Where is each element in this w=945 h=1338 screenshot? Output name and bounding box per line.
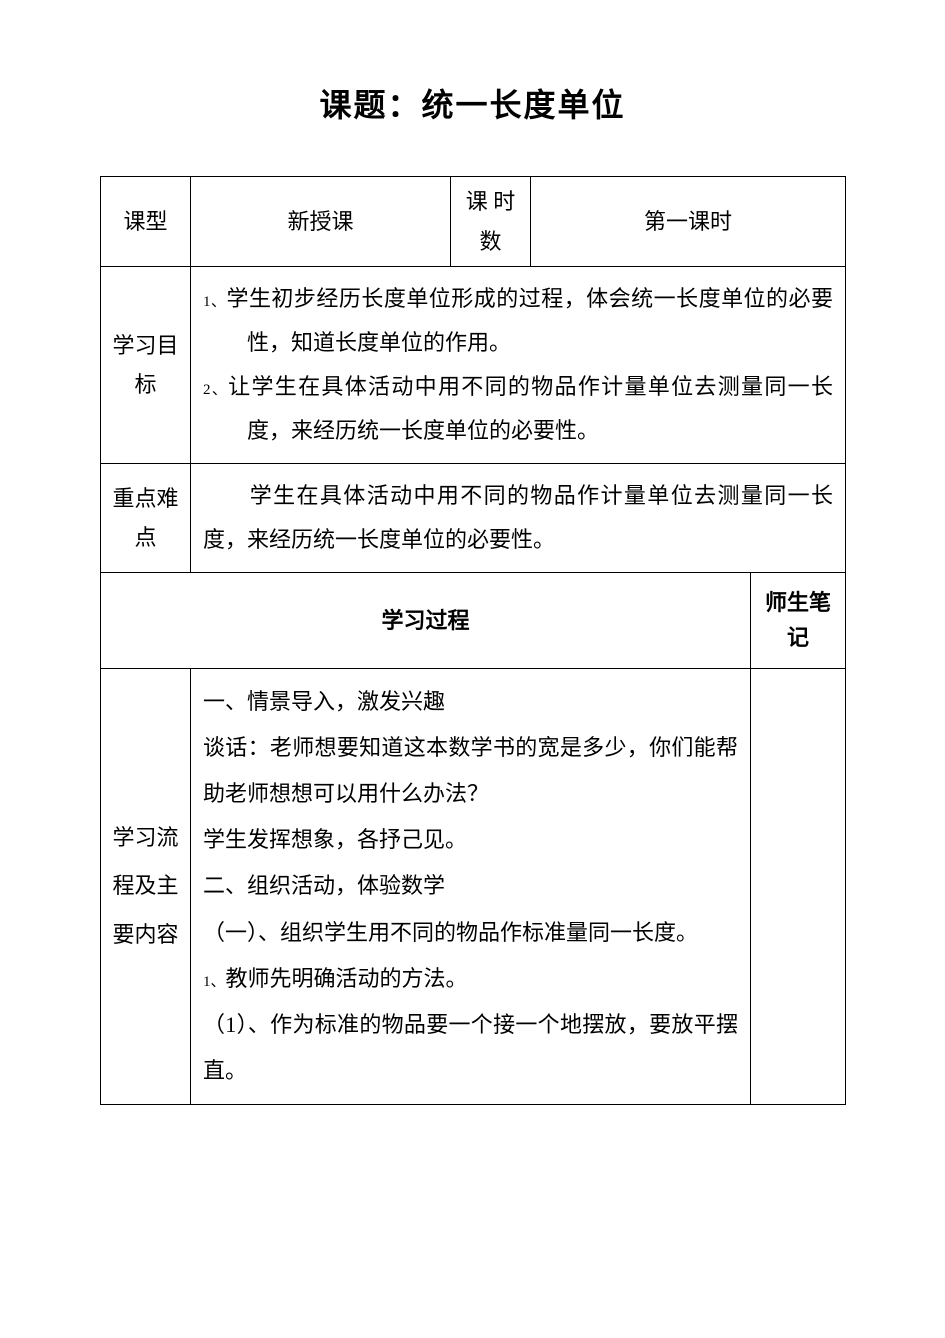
- table-row-objectives: 学习目标 1、学生初步经历长度单位形成的过程，体会统一长度单位的必要性，知道长度…: [101, 267, 846, 464]
- process-line-6-text: 教师先明确活动的方法。: [226, 966, 468, 991]
- lesson-plan-table: 课型 新授课 课 时数 第一课时 学习目标 1、学生初步经历长度单位形成的过程，…: [100, 176, 846, 1105]
- process-line-1: 一、情景导入，激发兴趣: [203, 679, 738, 725]
- objectives-label: 学习目标: [101, 267, 191, 464]
- hours-value: 第一课时: [531, 177, 846, 267]
- process-line-3: 学生发挥想象，各抒己见。: [203, 817, 738, 863]
- obj1-text: 学生初步经历长度单位形成的过程，体会统一长度单位的必要性，知道长度单位的作用。: [226, 286, 833, 355]
- hours-label: 课 时数: [451, 177, 531, 267]
- process-header: 学习过程: [101, 573, 751, 668]
- process-content: 一、情景导入，激发兴趣 谈话：老师想要知道这本数学书的宽是多少，你们能帮助老师想…: [191, 668, 751, 1105]
- difficulty-content: 学生在具体活动中用不同的物品作计量单位去测量同一长度，来经历统一长度单位的必要性…: [191, 464, 846, 573]
- class-type-label: 课型: [101, 177, 191, 267]
- notes-cell: [751, 668, 846, 1105]
- process-line-4: 二、组织活动，体验数学: [203, 863, 738, 909]
- obj2-text: 让学生在具体活动中用不同的物品作计量单位去测量同一长度，来经历统一长度单位的必要…: [228, 374, 833, 443]
- class-type-value: 新授课: [191, 177, 451, 267]
- difficulty-label: 重点难点: [101, 464, 191, 573]
- process-line-7: （1）、作为标准的物品要一个接一个地摆放，要放平摆直。: [203, 1002, 738, 1094]
- notes-header: 师生笔记: [751, 573, 846, 668]
- process-line-2: 谈话：老师想要知道这本数学书的宽是多少，你们能帮助老师想想可以用什么办法？: [203, 725, 738, 817]
- table-row-process-content: 学习流程及主要内容 一、情景导入，激发兴趣 谈话：老师想要知道这本数学书的宽是多…: [101, 668, 846, 1105]
- table-row-process-header: 学习过程 师生笔记: [101, 573, 846, 668]
- process-line-6: 1、教师先明确活动的方法。: [203, 956, 738, 1002]
- table-row-classinfo: 课型 新授课 课 时数 第一课时: [101, 177, 846, 267]
- table-row-difficulty: 重点难点 学生在具体活动中用不同的物品作计量单位去测量同一长度，来经历统一长度单…: [101, 464, 846, 573]
- process-label: 学习流程及主要内容: [101, 668, 191, 1105]
- process-line-5: （一）、组织学生用不同的物品作标准量同一长度。: [203, 910, 738, 956]
- page-title: 课题：统一长度单位: [100, 80, 845, 126]
- process-line-6-number: 1、: [203, 974, 226, 990]
- obj1-number: 1、: [203, 294, 226, 310]
- obj2-number: 2、: [203, 382, 228, 398]
- objectives-content: 1、学生初步经历长度单位形成的过程，体会统一长度单位的必要性，知道长度单位的作用…: [191, 267, 846, 464]
